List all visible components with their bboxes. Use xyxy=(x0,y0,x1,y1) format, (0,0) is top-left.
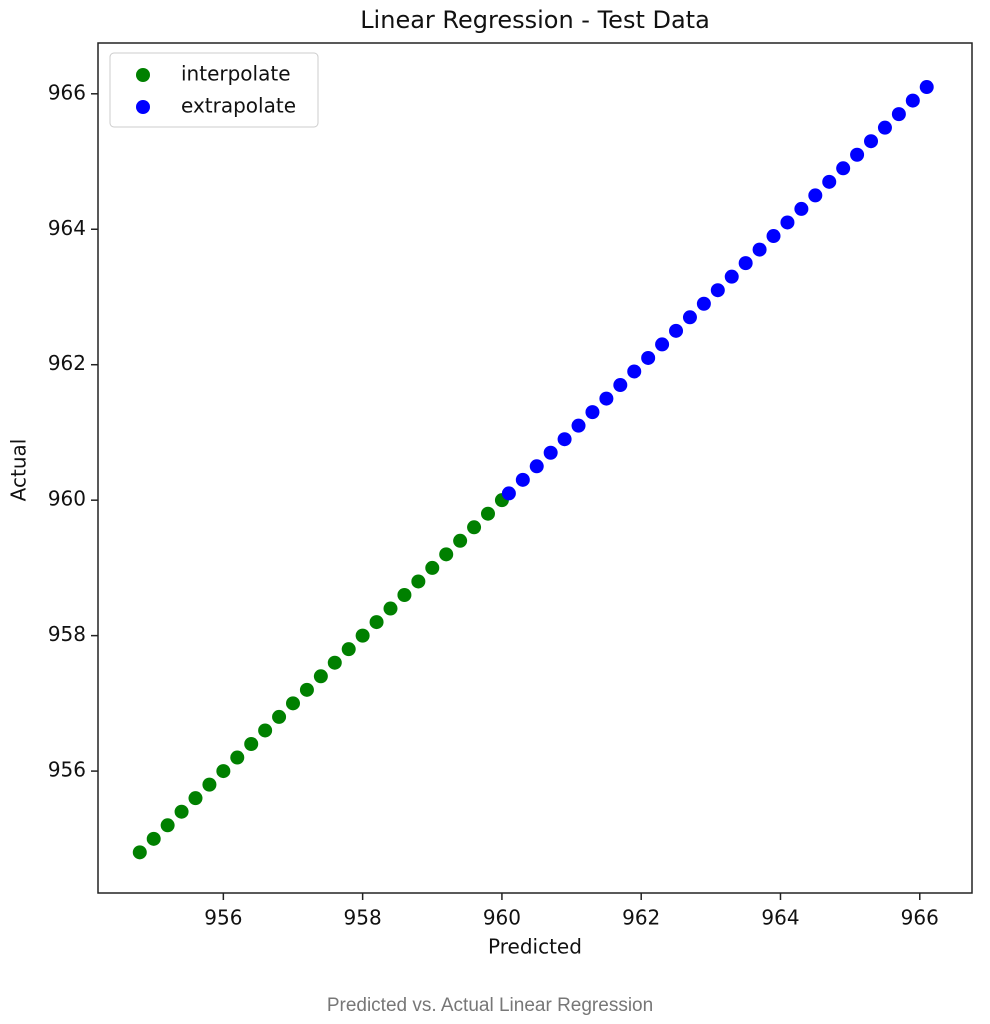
point xyxy=(891,107,906,122)
point xyxy=(397,587,412,602)
point xyxy=(641,350,656,365)
point xyxy=(480,506,495,521)
point xyxy=(355,628,370,643)
point xyxy=(501,486,516,501)
legend-label: interpolate xyxy=(181,62,291,86)
point xyxy=(780,215,795,230)
point xyxy=(327,655,342,670)
point xyxy=(613,378,628,393)
point xyxy=(585,405,600,420)
point xyxy=(877,120,892,135)
point xyxy=(850,147,865,162)
y-tick-label: 960 xyxy=(48,487,86,511)
y-tick-label: 966 xyxy=(48,80,86,104)
point xyxy=(905,93,920,108)
point xyxy=(738,256,753,271)
point xyxy=(188,791,203,806)
point xyxy=(599,391,614,406)
point xyxy=(696,296,711,311)
point xyxy=(467,520,482,535)
x-axis-label: Predicted xyxy=(488,935,582,959)
point xyxy=(383,601,398,616)
point xyxy=(146,831,161,846)
point xyxy=(515,472,530,487)
x-tick-label: 958 xyxy=(344,906,382,930)
point xyxy=(655,337,670,352)
point xyxy=(627,364,642,379)
point xyxy=(453,533,468,548)
point xyxy=(369,615,384,630)
x-tick-label: 966 xyxy=(901,906,939,930)
point xyxy=(341,642,356,657)
point xyxy=(425,560,440,575)
y-tick-label: 962 xyxy=(48,351,86,375)
point xyxy=(529,459,544,474)
x-tick-label: 964 xyxy=(761,906,799,930)
point xyxy=(258,723,273,738)
point xyxy=(669,323,684,338)
point xyxy=(439,547,454,562)
point xyxy=(557,432,572,447)
point xyxy=(864,134,879,149)
point xyxy=(174,804,189,819)
y-tick-label: 958 xyxy=(48,622,86,646)
legend-box xyxy=(109,52,319,128)
point xyxy=(919,80,934,95)
point xyxy=(299,682,314,697)
point xyxy=(836,161,851,176)
point xyxy=(822,174,837,189)
y-axis-label: Actual xyxy=(7,439,31,502)
legend-label: extrapolate xyxy=(181,94,296,118)
y-tick-label: 956 xyxy=(48,758,86,782)
point xyxy=(543,445,558,460)
x-tick-label: 960 xyxy=(483,906,521,930)
legend-marker xyxy=(136,68,150,82)
point xyxy=(724,269,739,284)
point xyxy=(230,750,245,765)
x-tick-label: 962 xyxy=(622,906,660,930)
point xyxy=(710,283,725,298)
chart-title: Linear Regression - Test Data xyxy=(360,6,710,34)
point xyxy=(752,242,767,257)
point xyxy=(272,709,287,724)
point xyxy=(244,736,259,751)
x-tick-label: 956 xyxy=(204,906,242,930)
point xyxy=(411,574,426,589)
legend-marker xyxy=(136,100,150,114)
point xyxy=(160,818,175,833)
y-tick-label: 964 xyxy=(48,216,86,240)
point xyxy=(132,845,147,860)
point xyxy=(216,764,231,779)
plot-frame xyxy=(97,42,973,894)
point xyxy=(285,696,300,711)
point xyxy=(808,188,823,203)
point xyxy=(766,229,781,244)
point xyxy=(794,201,809,216)
caption: Predicted vs. Actual Linear Regression xyxy=(327,995,653,1016)
point xyxy=(202,777,217,792)
point xyxy=(682,310,697,325)
point xyxy=(571,418,586,433)
point xyxy=(313,669,328,684)
